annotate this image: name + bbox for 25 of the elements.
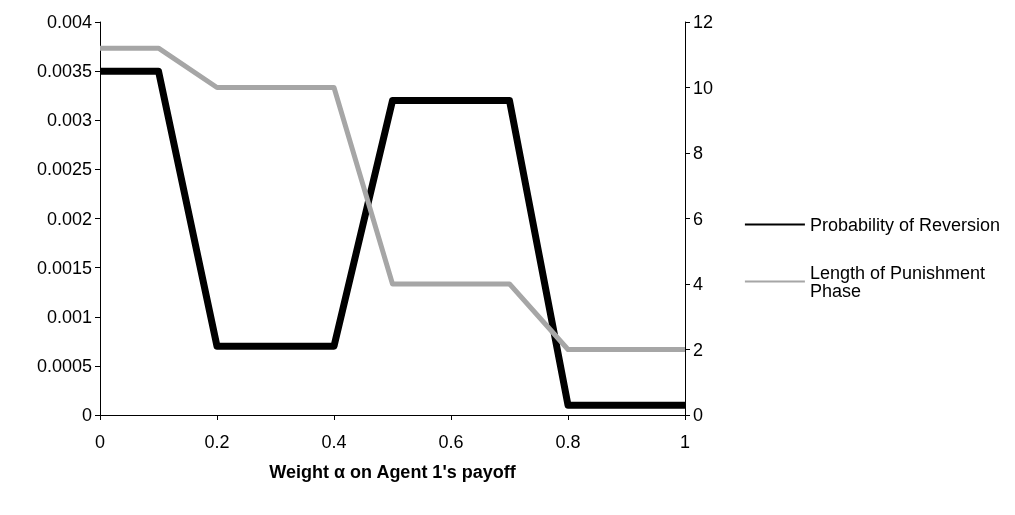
y2-tick-label: 8 <box>693 143 704 163</box>
y-tick-label: 0.0025 <box>36 159 92 180</box>
y-tick-label: 0.003 <box>46 110 92 131</box>
y2-tick-label: 6 <box>693 208 704 229</box>
y-tick-label: 0.0035 <box>36 61 92 82</box>
x-tick-label: 0 <box>94 432 106 452</box>
y-tick-label: 0.001 <box>46 306 92 327</box>
y-tick-label: 0 <box>81 405 92 425</box>
x-tick-label: 0.6 <box>438 432 464 452</box>
y-tick-label: 0.004 <box>46 12 92 32</box>
x-tick-label: 0.4 <box>321 432 347 452</box>
y2-tick-label: 4 <box>693 274 704 294</box>
y-tick-label: 0.0005 <box>36 355 92 376</box>
x-tick-label: 0.8 <box>555 432 581 452</box>
y2-tick-label: 2 <box>693 339 704 360</box>
legend-label: Probability of Reversion <box>809 214 1000 235</box>
legend-label: Length of Punishment Phase <box>809 262 991 301</box>
y-tick-label: 0.002 <box>46 208 92 229</box>
x-tick-label: 0.2 <box>204 432 230 452</box>
x-axis-title: Weight α on Agent 1's payoff <box>269 462 517 482</box>
y2-tick-label: 10 <box>693 77 714 98</box>
y2-tick-label: 0 <box>693 405 704 425</box>
x-tick-label: 1 <box>679 432 691 452</box>
y2-tick-label: 12 <box>693 12 714 32</box>
y-tick-label: 0.0015 <box>36 257 92 278</box>
